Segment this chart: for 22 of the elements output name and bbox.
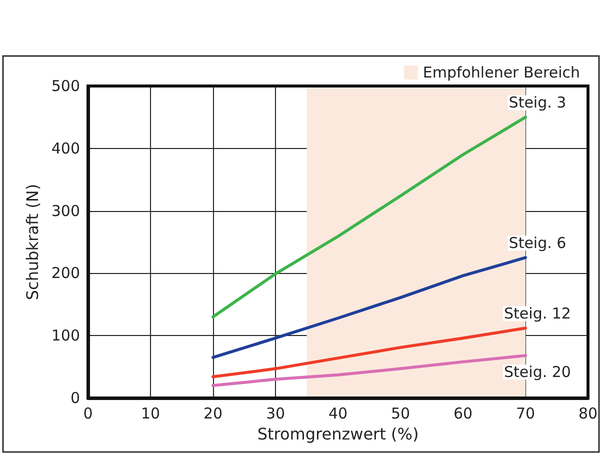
legend-label: Empfohlener Bereich [422, 64, 580, 82]
x-axis-title: Stromgrenzwert (%) [257, 424, 419, 444]
x-tick-label: 80 [578, 404, 598, 422]
x-tick-label: 0 [83, 404, 93, 422]
series-label: Steig. 6 [508, 234, 566, 252]
x-tick-label: 30 [266, 404, 286, 422]
x-tick-label: 50 [390, 404, 410, 422]
y-tick-label: 100 [51, 326, 80, 345]
y-tick-label: 400 [51, 139, 80, 158]
x-tick-label: 10 [140, 404, 160, 422]
x-tick-label: 20 [203, 404, 223, 422]
y-tick-label: 200 [51, 264, 80, 282]
x-tick-label: 60 [453, 404, 473, 422]
y-axis-title: Schubkraft (N) [22, 184, 42, 300]
series-label: Steig. 20 [504, 363, 571, 382]
y-tick-label: 300 [51, 202, 80, 220]
y-tick-label: 500 [51, 77, 80, 95]
x-tick-label: 40 [328, 404, 348, 422]
y-tick-label: 0 [70, 389, 80, 407]
x-tick-label: 70 [516, 404, 536, 422]
series-label: Steig. 3 [508, 94, 566, 112]
series-label: Steig. 12 [504, 304, 571, 323]
